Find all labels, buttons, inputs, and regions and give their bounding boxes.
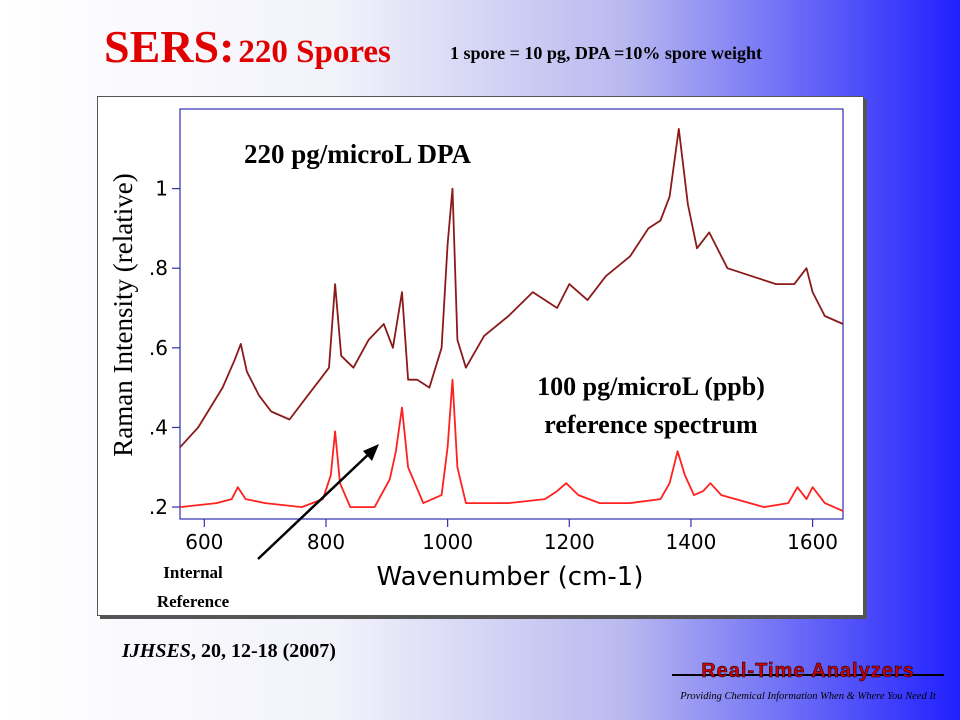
x-tick-label: 600	[185, 530, 223, 554]
x-axis-label: Wavenumber (cm-1)	[377, 562, 644, 592]
slide-title-main: SERS:	[104, 21, 235, 72]
y-tick-label: .2	[149, 495, 168, 519]
plot-frame	[179, 108, 844, 520]
y-tick-label: .8	[149, 256, 168, 280]
citation: IJHSES, 20, 12-18 (2007)	[122, 640, 336, 663]
annotation-internal-line2: Reference	[157, 592, 230, 611]
y-tick-label: 1	[155, 177, 168, 201]
slide-title-sub: 220 Spores	[238, 34, 391, 70]
y-axis-label: Raman Intensity (relative)	[108, 173, 138, 456]
logo-tagline: Providing Chemical Information When & Wh…	[680, 691, 936, 702]
internal-reference-arrowhead	[363, 444, 379, 461]
annotation-internal-line1: Internal	[163, 563, 223, 582]
x-tick-label: 1400	[665, 530, 716, 554]
chart-panel: 600 800 1000 1200 1400 1600 .2 .4 .6 .8 1 220 pg/m…	[97, 96, 864, 616]
annotation-reference-line1: 100 pg/microL (ppb)	[537, 372, 765, 401]
x-tick-label: 1200	[544, 530, 595, 554]
slide-title: SERS: 220 Spores	[104, 20, 391, 73]
raman-spectrum-chart: 600 800 1000 1200 1400 1600 .2 .4 .6 .8 1 220 pg/m…	[108, 108, 844, 611]
logo-rule	[672, 674, 944, 676]
y-tick-label: .6	[149, 336, 168, 360]
annotation-reference-line2: reference spectrum	[544, 410, 758, 439]
internal-reference-arrow	[257, 449, 374, 560]
annotation-dpa: 220 pg/microL DPA	[244, 139, 471, 169]
citation-details: , 20, 12-18 (2007)	[190, 640, 336, 662]
slide-subtitle: 1 spore = 10 pg, DPA =10% spore weight	[450, 43, 763, 63]
x-tick-label: 800	[307, 530, 345, 554]
x-tick-label: 1000	[422, 530, 473, 554]
spectrum-line-1	[179, 127, 844, 448]
y-tick-label: .4	[149, 415, 168, 439]
logo-wordmark: Real-Time Analyzers	[701, 660, 915, 683]
citation-journal: IJHSES	[122, 640, 191, 662]
company-logo: Real-Time Analyzers Providing Chemical I…	[672, 660, 944, 712]
spectrum-line-2	[179, 378, 844, 512]
x-tick-label: 1600	[787, 530, 838, 554]
